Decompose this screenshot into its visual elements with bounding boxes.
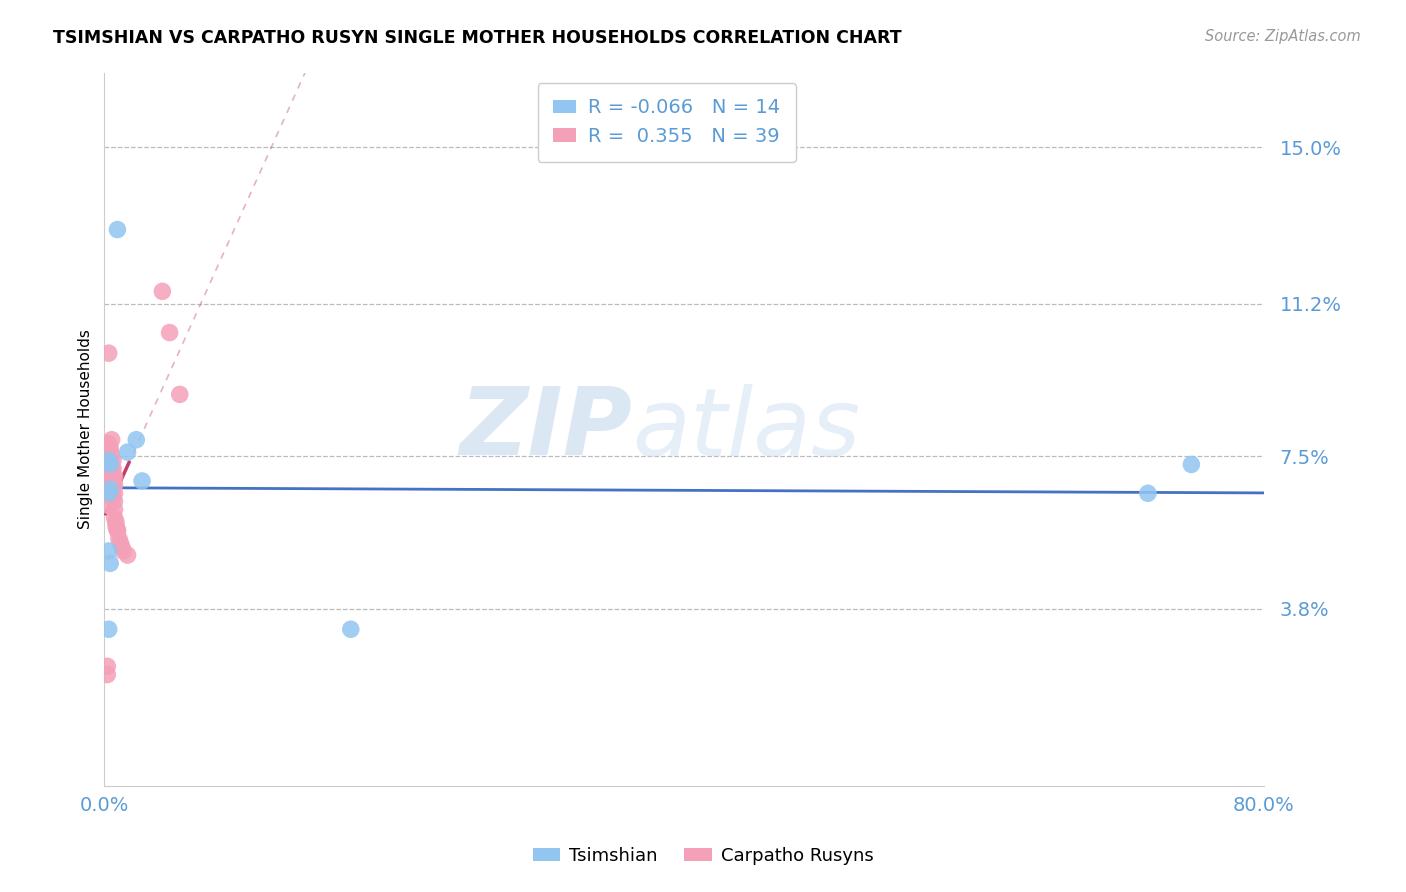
Point: [98, 441, 121, 455]
Text: ZIP: ZIP: [458, 384, 631, 475]
Point: [97, 346, 120, 360]
Point: [97, 449, 120, 463]
Point: [96, 667, 118, 681]
Point: [117, 548, 139, 562]
Point: [101, 453, 124, 467]
Point: [112, 544, 135, 558]
Point: [101, 478, 124, 492]
Point: [97, 499, 120, 513]
Point: [97, 622, 120, 636]
Point: [339, 622, 361, 636]
Point: [131, 474, 153, 488]
Point: [159, 326, 181, 340]
Point: [101, 470, 124, 484]
Point: [169, 387, 191, 401]
Point: [150, 285, 173, 299]
Point: [111, 540, 134, 554]
Y-axis label: Single Mother Households: Single Mother Households: [79, 329, 93, 529]
Point: [103, 494, 125, 508]
Point: [103, 470, 125, 484]
Point: [107, 524, 129, 538]
Point: [103, 502, 125, 516]
Point: [98, 445, 121, 459]
Point: [97, 486, 120, 500]
Point: [1180, 458, 1202, 472]
Point: [97, 544, 120, 558]
Point: [107, 222, 129, 236]
Point: [96, 659, 118, 673]
Point: [98, 458, 121, 472]
Point: [104, 515, 127, 529]
Point: [103, 478, 125, 492]
Point: [100, 433, 122, 447]
Point: [100, 461, 122, 475]
Point: [97, 437, 120, 451]
Point: [100, 466, 122, 480]
Point: [1136, 486, 1159, 500]
Point: [125, 433, 148, 447]
Point: [110, 535, 132, 549]
Point: [100, 486, 122, 500]
Point: [98, 557, 121, 571]
Point: [100, 474, 122, 488]
Point: [98, 482, 121, 496]
Point: [103, 511, 125, 525]
Legend: Tsimshian, Carpatho Rusyns: Tsimshian, Carpatho Rusyns: [526, 840, 880, 872]
Point: [108, 532, 131, 546]
Legend: R = -0.066   N = 14, R =  0.355   N = 39: R = -0.066 N = 14, R = 0.355 N = 39: [537, 83, 796, 161]
Text: TSIMSHIAN VS CARPATHO RUSYN SINGLE MOTHER HOUSEHOLDS CORRELATION CHART: TSIMSHIAN VS CARPATHO RUSYN SINGLE MOTHE…: [53, 29, 903, 46]
Point: [98, 470, 121, 484]
Point: [100, 449, 122, 463]
Point: [104, 519, 127, 533]
Text: atlas: atlas: [631, 384, 860, 475]
Text: Source: ZipAtlas.com: Source: ZipAtlas.com: [1205, 29, 1361, 44]
Point: [101, 461, 124, 475]
Point: [117, 445, 139, 459]
Point: [97, 453, 120, 467]
Point: [107, 524, 129, 538]
Point: [101, 491, 124, 505]
Point: [103, 486, 125, 500]
Point: [98, 458, 121, 472]
